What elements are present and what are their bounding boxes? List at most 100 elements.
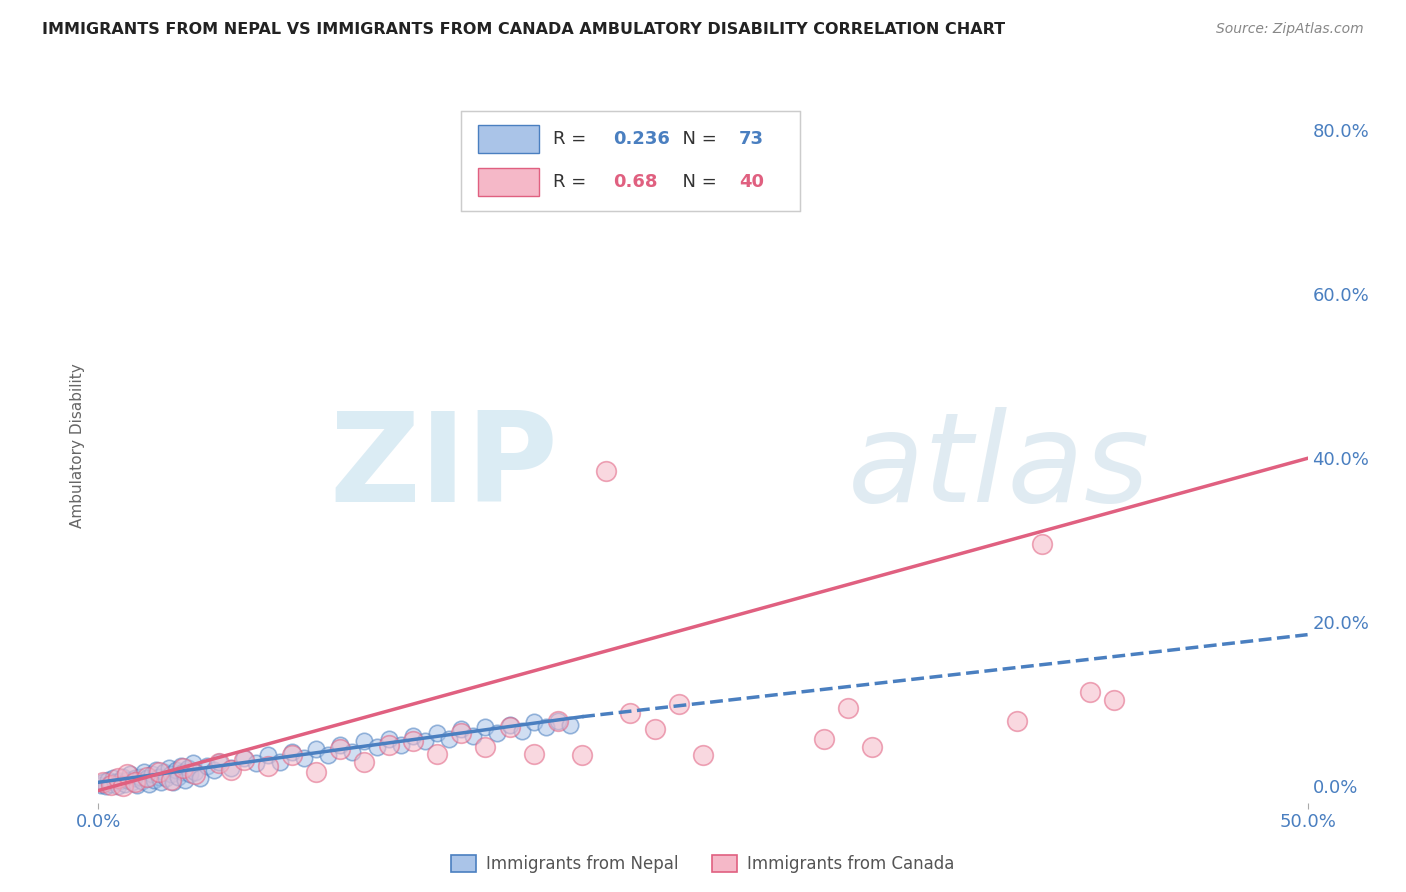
Point xyxy=(377,739,399,753)
Point xyxy=(281,748,304,763)
Point xyxy=(474,720,496,734)
Point xyxy=(169,759,191,773)
Point xyxy=(107,771,129,785)
Text: atlas: atlas xyxy=(848,407,1150,528)
Point xyxy=(353,734,375,748)
Point xyxy=(463,729,485,743)
Y-axis label: Ambulatory Disability: Ambulatory Disability xyxy=(69,364,84,528)
Point xyxy=(179,767,201,781)
Point xyxy=(353,755,375,769)
Point xyxy=(141,767,163,781)
Point xyxy=(377,731,399,746)
Point xyxy=(148,764,170,779)
Point xyxy=(195,759,218,773)
Point xyxy=(157,761,180,775)
Point xyxy=(162,775,184,789)
Point xyxy=(91,775,114,789)
Point xyxy=(111,770,134,784)
Point xyxy=(281,745,304,759)
Text: IMMIGRANTS FROM NEPAL VS IMMIGRANTS FROM CANADA AMBULATORY DISABILITY CORRELATIO: IMMIGRANTS FROM NEPAL VS IMMIGRANTS FROM… xyxy=(42,22,1005,37)
Point xyxy=(155,771,177,785)
Point xyxy=(1102,693,1125,707)
Point xyxy=(692,748,714,763)
Point xyxy=(595,464,617,478)
Point xyxy=(104,775,127,789)
Point xyxy=(510,723,533,738)
Point xyxy=(644,722,666,736)
Point xyxy=(498,718,520,732)
Point xyxy=(547,714,569,728)
Point xyxy=(558,718,581,732)
Point xyxy=(131,773,153,788)
Point xyxy=(366,739,388,754)
Point xyxy=(177,761,200,775)
Point xyxy=(329,739,352,753)
Point xyxy=(450,722,472,736)
Point xyxy=(100,777,122,791)
Point xyxy=(117,767,139,781)
Point xyxy=(329,742,352,756)
Point xyxy=(124,771,146,785)
Point xyxy=(232,750,254,764)
Point xyxy=(128,770,150,784)
Point xyxy=(135,770,157,784)
Point xyxy=(437,731,460,746)
Point xyxy=(232,753,254,767)
Point xyxy=(172,761,194,775)
Point xyxy=(114,777,136,791)
Point xyxy=(121,775,143,789)
Point xyxy=(305,764,328,779)
Point xyxy=(221,763,243,777)
Point xyxy=(256,748,278,763)
Point xyxy=(184,767,207,781)
Point xyxy=(152,764,174,779)
Point xyxy=(101,771,124,785)
Point xyxy=(305,742,328,756)
Point xyxy=(486,726,509,740)
Point xyxy=(184,764,207,779)
Point xyxy=(316,748,339,763)
Point xyxy=(160,772,183,787)
Point xyxy=(402,729,425,743)
Point xyxy=(107,780,129,794)
Text: Source: ZipAtlas.com: Source: ZipAtlas.com xyxy=(1216,22,1364,37)
Point xyxy=(134,764,156,779)
Text: ZIP: ZIP xyxy=(329,407,558,528)
Point xyxy=(127,778,149,792)
Point xyxy=(413,734,436,748)
Point xyxy=(111,780,134,794)
Point xyxy=(221,761,243,775)
Point xyxy=(474,739,496,754)
Point xyxy=(94,780,117,794)
Point xyxy=(523,715,546,730)
Point xyxy=(813,731,835,746)
Point xyxy=(100,778,122,792)
Point xyxy=(426,747,449,761)
Point xyxy=(668,698,690,712)
Point xyxy=(165,763,187,777)
Point xyxy=(571,748,593,763)
Point xyxy=(160,767,183,781)
Point xyxy=(837,701,859,715)
Point xyxy=(145,763,167,777)
Point xyxy=(547,714,569,728)
Point xyxy=(498,720,520,734)
Point xyxy=(204,763,226,777)
Point xyxy=(90,778,112,792)
Point xyxy=(208,755,231,769)
Point xyxy=(342,745,364,759)
Point xyxy=(188,771,211,785)
Point xyxy=(117,772,139,787)
Point xyxy=(150,775,173,789)
Point xyxy=(167,770,190,784)
Point xyxy=(1031,537,1053,551)
Point xyxy=(138,777,160,791)
Point xyxy=(174,772,197,787)
Point xyxy=(292,750,315,764)
Point xyxy=(97,772,120,787)
Point xyxy=(269,755,291,769)
Point xyxy=(426,726,449,740)
Point xyxy=(402,734,425,748)
Point xyxy=(523,747,546,761)
Point xyxy=(108,773,131,788)
